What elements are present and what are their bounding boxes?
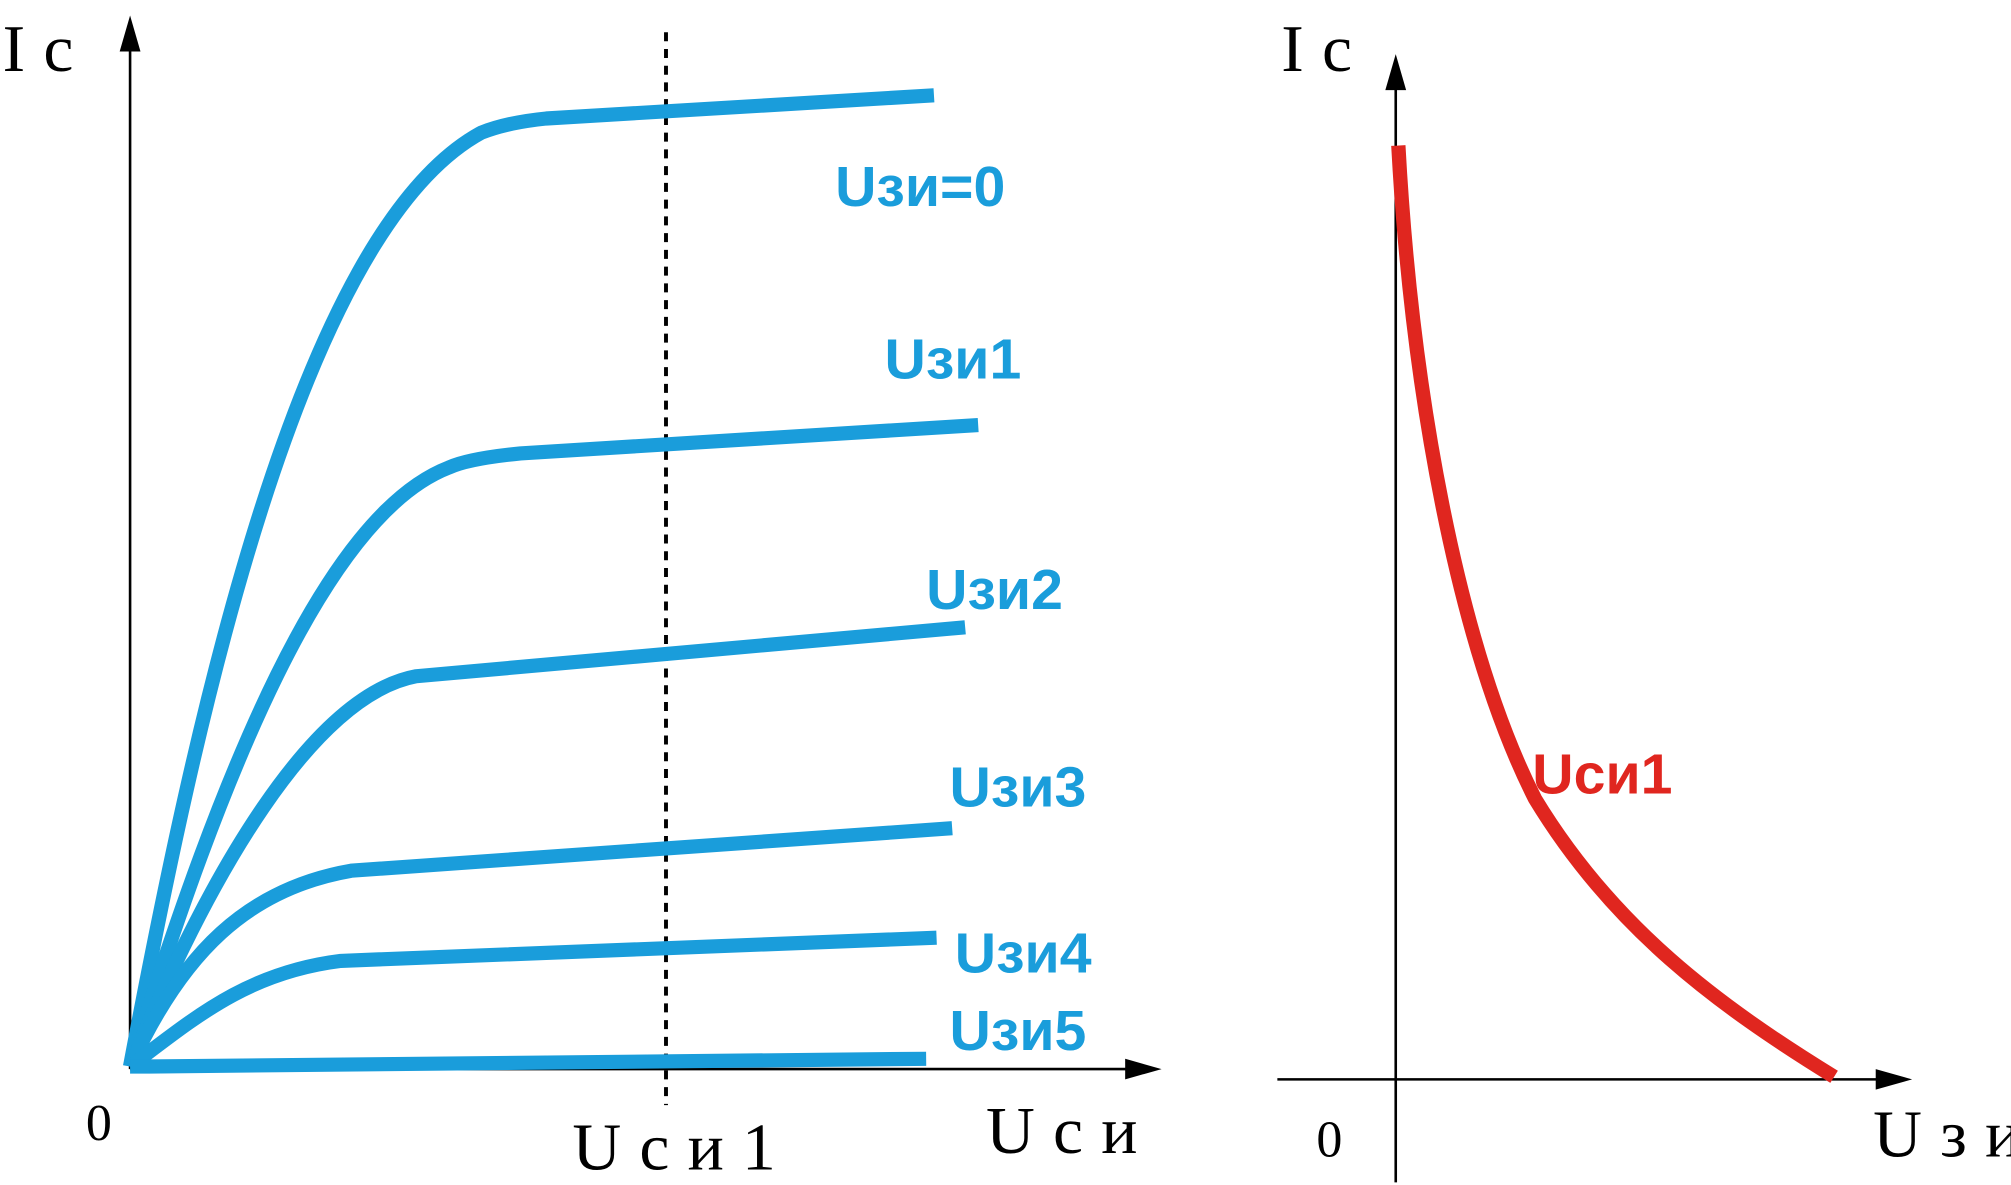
curve-label: Uзи=0 [835,155,1005,219]
left-curves [123,88,979,1074]
y-axis-label: Iс [3,11,92,86]
curve-label: Uзи4 [955,922,1092,986]
marker-label: Uси1 [572,1110,794,1185]
origin-label: 0 [86,1095,112,1152]
curve-label: Uзи1 [885,328,1022,392]
y-axis-label: Iс [1281,11,1370,86]
x-axis-label: Uси [986,1093,1156,1168]
curve-label: Uзи3 [950,756,1087,820]
curve-label: Uси1 [1532,743,1672,807]
curve-label: Uзи5 [950,999,1087,1063]
x-axis-label: Uзи [1873,1097,2011,1172]
origin-label: 0 [1316,1112,1342,1169]
curve-label: Uзи2 [926,558,1063,622]
right-axes [1277,54,1913,1183]
right-curve [1391,145,1838,1083]
